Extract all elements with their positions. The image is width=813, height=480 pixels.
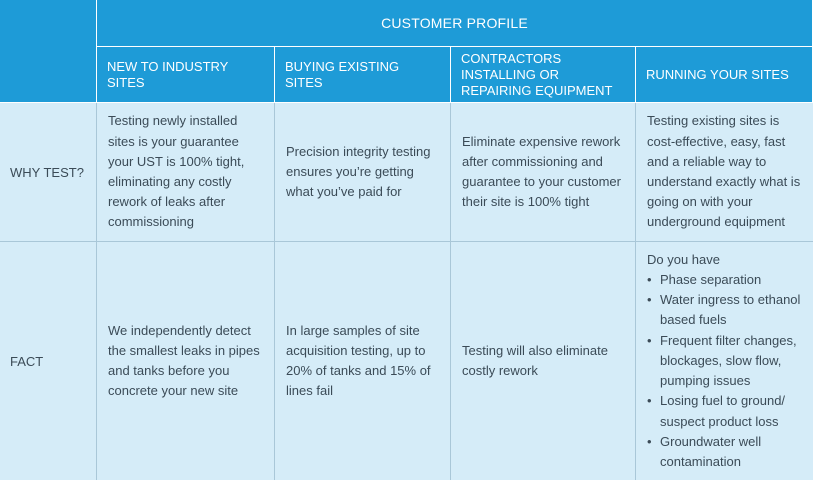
column-header-new-sites: NEW TO INDUSTRY SITES: [97, 47, 275, 103]
list-item: Losing fuel to ground/ suspect product l…: [647, 391, 803, 431]
cell-text: Precision integrity testing ensures you’…: [286, 143, 431, 200]
column-header-label: NEW TO INDUSTRY SITES: [107, 58, 229, 90]
column-header-buying-sites: BUYING EXISTING SITES: [275, 47, 451, 103]
column-header-label: CONTRACTORS INSTALLING OR REPAIRING EQUI…: [461, 50, 613, 98]
running-sites-fact: Do you have Phase separation Water ingre…: [647, 250, 803, 472]
table-cell: Do you have Phase separation Water ingre…: [636, 242, 813, 480]
row-header-fact: FACT: [0, 242, 97, 480]
table-cell: Testing newly installed sites is your gu…: [97, 103, 275, 242]
list-item: Water ingress to ethanol based fuels: [647, 290, 803, 330]
cell-text: Testing existing sites is cost-effective…: [647, 113, 801, 230]
table-cell: Precision integrity testing ensures you’…: [275, 103, 451, 242]
table-cell: Testing existing sites is cost-effective…: [636, 103, 813, 242]
customer-profile-title: CUSTOMER PROFILE: [381, 15, 528, 31]
row-header-label: FACT: [10, 353, 44, 369]
list-item: Phase separation: [647, 270, 803, 290]
column-header-contractors: CONTRACTORS INSTALLING OR REPAIRING EQUI…: [451, 47, 636, 103]
table-cell: Eliminate expensive rework after commiss…: [451, 103, 636, 242]
column-header-label: RUNNING YOUR SITES: [646, 66, 789, 82]
list-item: Groundwater well contamination: [647, 432, 803, 472]
customer-profile-header: CUSTOMER PROFILE: [97, 0, 813, 47]
fact-bullet-list: Phase separation Water ingress to ethano…: [647, 270, 803, 472]
table-cell: We independently detect the smallest lea…: [97, 242, 275, 480]
cell-text: Eliminate expensive rework after commiss…: [462, 133, 621, 210]
cell-text: In large samples of site acquisition tes…: [286, 322, 431, 399]
fact-intro: Do you have: [647, 251, 720, 267]
cell-text: Testing newly installed sites is your gu…: [108, 113, 245, 230]
row-header-why-test: WHY TEST?: [0, 103, 97, 242]
cell-text: We independently detect the smallest lea…: [108, 322, 260, 399]
table-cell: Testing will also eliminate costly rewor…: [451, 242, 636, 480]
row-header-label: WHY TEST?: [10, 164, 84, 180]
cell-text: Testing will also eliminate costly rewor…: [462, 342, 608, 378]
corner-cell: [0, 0, 97, 103]
column-header-label: BUYING EXISTING SITES: [285, 58, 400, 90]
list-item: Frequent filter changes, blockages, slow…: [647, 331, 803, 392]
column-header-running-sites: RUNNING YOUR SITES: [636, 47, 813, 103]
table-cell: In large samples of site acquisition tes…: [275, 242, 451, 480]
